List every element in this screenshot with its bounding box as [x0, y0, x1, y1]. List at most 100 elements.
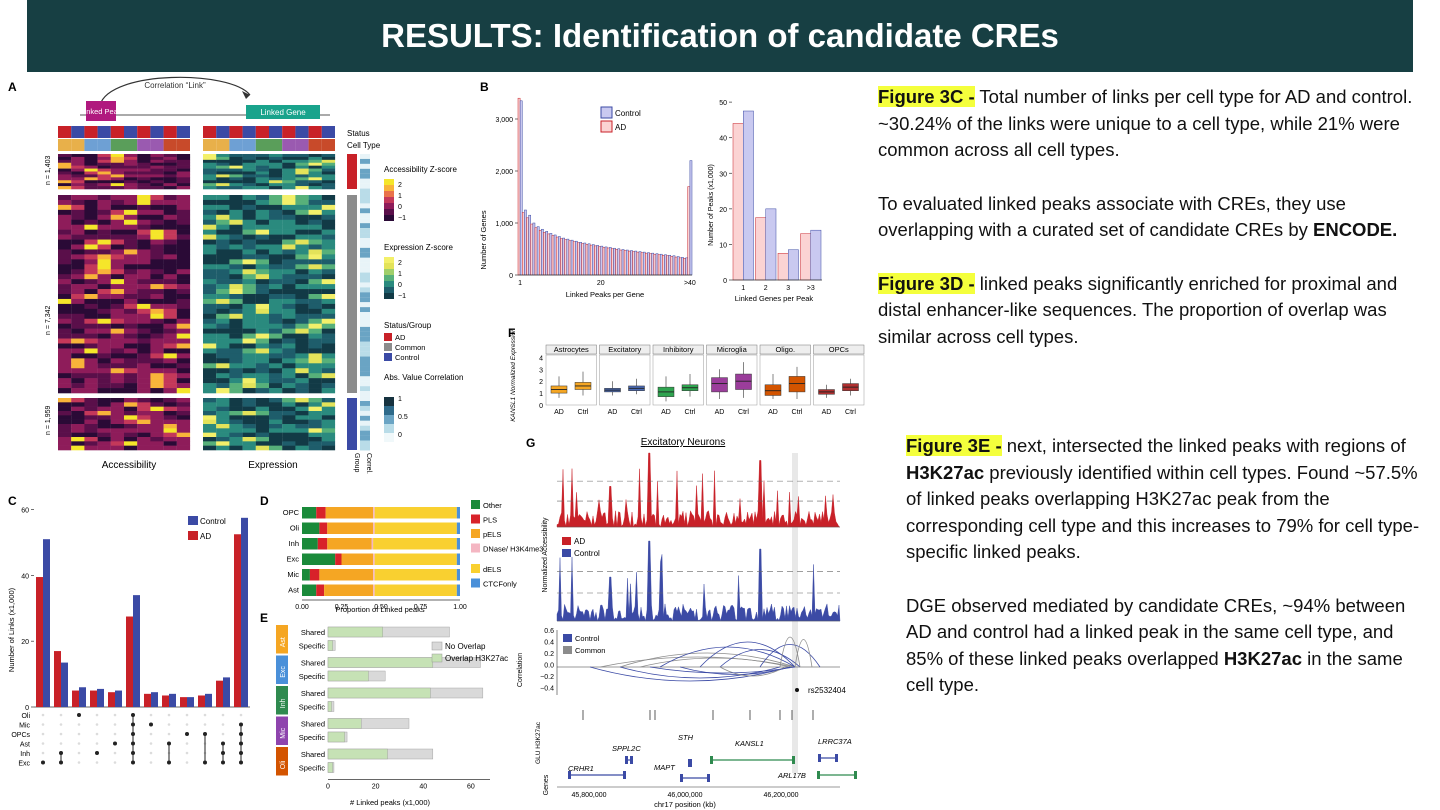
heatmap-cell [163, 363, 177, 369]
e-legend-overlap-swatch [431, 653, 443, 663]
heatmap-cell [242, 398, 256, 403]
heatmap-cell [203, 338, 217, 344]
heatmap-cell [58, 445, 72, 451]
f-facet-strip [599, 344, 651, 355]
heatmap-cell [308, 406, 322, 412]
status-cell [321, 126, 335, 138]
g-xlabel: chr17 position (kb) [654, 800, 716, 809]
fig3d-label: Figure 3D - [878, 272, 975, 294]
corr-legend-swatch [384, 406, 394, 415]
heatmap-cell [308, 437, 322, 442]
b-left-bar-ad [555, 236, 559, 276]
b-left-bar-ad [683, 258, 686, 276]
heatmap-cell [203, 343, 217, 349]
heatmap-cell [203, 388, 217, 394]
heatmap-cell [110, 353, 125, 359]
c-matrix-dot [239, 741, 243, 746]
c-matrix-dot [221, 741, 225, 746]
heatmap-cell [242, 358, 256, 364]
heatmap-cell [150, 415, 164, 420]
heatmap-cell [203, 174, 217, 178]
heatmap-cell [124, 229, 138, 235]
heatmap-cell [203, 428, 217, 433]
heatmap-cell [163, 338, 177, 344]
g-snp-label: rs2532404 [808, 686, 846, 695]
b-left-bar-control [634, 250, 638, 276]
heatmap-cell [295, 398, 309, 403]
heatmap-cell [269, 428, 283, 433]
heatmap-cell [321, 174, 336, 178]
correlation-cell [360, 262, 370, 268]
heatmap-cell [229, 328, 243, 334]
c-bar-ad [198, 695, 205, 707]
heatmap-cell [150, 411, 164, 416]
linked-gene-box [246, 105, 320, 119]
heatmap-cell [97, 219, 111, 225]
heatmap-cell [321, 159, 336, 164]
f-ytick-label: 3 [539, 367, 543, 374]
heatmap-cell [321, 432, 336, 438]
e-group-label: Ast [280, 637, 287, 647]
correlation-cell [360, 361, 370, 367]
status-cell [58, 126, 72, 138]
g-gene-exon [792, 756, 795, 764]
celltype-cell [282, 139, 296, 151]
heatmap-cell [203, 415, 217, 420]
heatmap-cell [216, 338, 230, 344]
heatmap-cell [229, 224, 243, 230]
heatmap-cell [308, 428, 322, 433]
celltype-cell [321, 139, 335, 151]
heatmap-cell [84, 313, 98, 320]
heatmap-cell [216, 195, 230, 201]
heatmap-cell [110, 289, 125, 295]
heatmap-cell [229, 195, 243, 201]
heatmap-cell [282, 338, 296, 344]
heatmap-cell [137, 338, 151, 344]
heatmap-cell [242, 441, 256, 446]
heatmap-cell [124, 323, 138, 329]
b-left-bar-control [647, 252, 650, 276]
heatmap-cell [150, 214, 164, 221]
heatmap-cell [97, 269, 111, 275]
text-block-top: Figure 3C - Total number of links per ce… [878, 84, 1440, 377]
heatmap-cell [176, 348, 191, 354]
status-cell [203, 126, 217, 138]
f-ylabel: KANSL1 Normalized Expression [510, 328, 517, 422]
heatmap-cell [295, 199, 309, 206]
heatmap-cell [163, 183, 177, 187]
heatmap-cell [84, 363, 98, 369]
heatmap-cell [84, 180, 98, 184]
heatmap-cell [255, 174, 270, 178]
heatmap-cell [269, 159, 283, 164]
group-label: Group [353, 453, 360, 473]
d-row-label: Mic [287, 570, 299, 579]
corr-legend-swatch [384, 415, 394, 424]
heatmap-cell [216, 199, 230, 206]
heatmap-cell [282, 313, 296, 320]
b-left-bar-control [536, 226, 540, 276]
heatmap-cell [97, 239, 111, 245]
heatmap-cell [84, 353, 98, 359]
heatmap-cell [282, 229, 296, 235]
b-left-bar-control [596, 245, 599, 276]
heatmap-cell [255, 279, 270, 285]
f-facet-label: Excitatory [608, 345, 641, 354]
heatmap-cell [216, 214, 230, 221]
heatmap-cell [216, 318, 230, 324]
d-bar-segment [374, 569, 457, 581]
heatmap-cell [58, 249, 72, 255]
heatmap-cell [282, 174, 296, 178]
heatmap-cell [269, 204, 283, 211]
heatmap-cell [71, 415, 85, 420]
b-left-bar-ad [543, 232, 546, 276]
heatmap-cell [269, 214, 283, 221]
b-left-bar-control [549, 233, 553, 276]
heatmap-cell [110, 348, 125, 354]
heatmap-cell [150, 424, 164, 429]
heatmap-cell [163, 209, 177, 216]
heatmap-cell [269, 373, 283, 379]
heatmap-cell [137, 308, 151, 315]
correlation-cell [360, 247, 370, 253]
heatmap-cell [58, 199, 72, 206]
